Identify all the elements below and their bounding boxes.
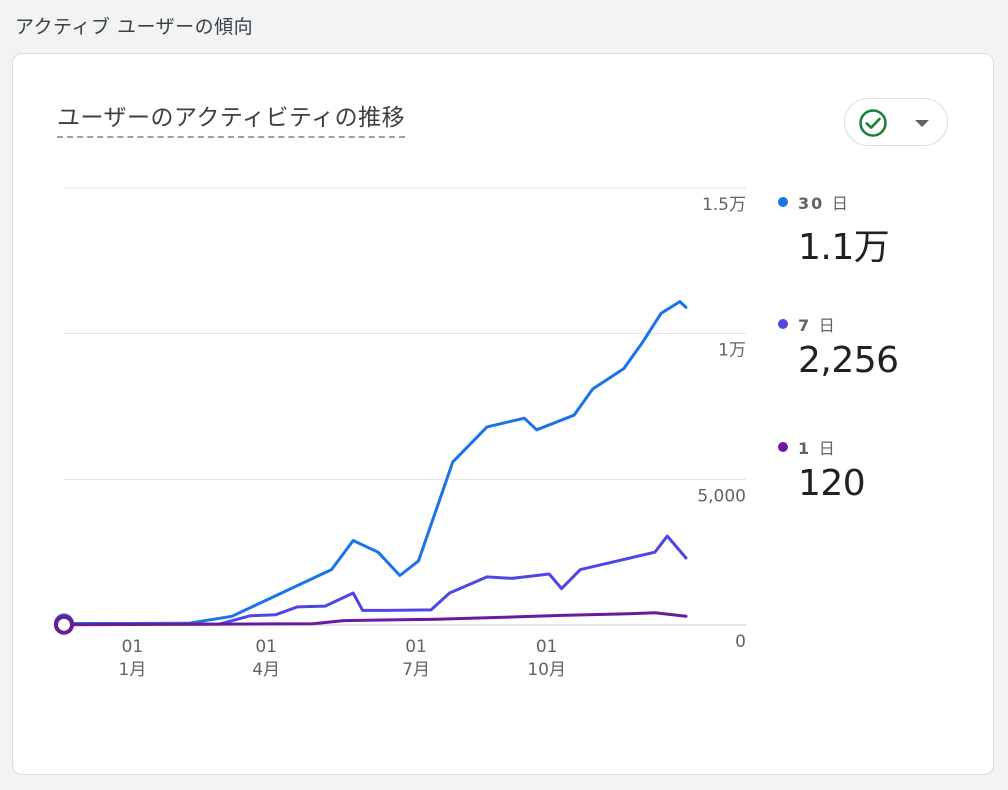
legend-label: 30 日: [798, 194, 850, 213]
section-title: アクティブ ユーザーの傾向: [15, 16, 254, 38]
series-line-1: [62, 534, 688, 626]
legend-dot: [778, 319, 788, 329]
legend-item-7-day: 7 日 2,256: [778, 312, 899, 381]
legend-label: 1 日: [798, 439, 837, 458]
user-activity-card: ユーザーのアクティビティの推移: [12, 53, 994, 775]
card-title[interactable]: ユーザーのアクティビティの推移: [57, 98, 406, 138]
legend-value: 1.1万: [798, 227, 890, 268]
legend-dot: [778, 197, 788, 207]
legend-item-1-day: 1 日 120: [778, 435, 866, 504]
y-tick-label: 0: [735, 632, 746, 652]
legend-item-30-day: 30 日 1.1万: [778, 190, 890, 270]
status-dropdown-button[interactable]: [844, 98, 948, 146]
x-tick-label: 01: [536, 637, 558, 657]
legend-dot: [778, 442, 788, 452]
x-tick-sublabel: 1月: [119, 660, 147, 680]
x-tick-sublabel: 4月: [252, 660, 280, 680]
legend-value: 120: [798, 463, 866, 504]
x-tick-sublabel: 7月: [402, 660, 430, 680]
legend-label: 7 日: [798, 316, 837, 335]
check-circle-icon: [859, 109, 887, 137]
y-tick-label: 1.5万: [702, 195, 746, 215]
x-tick-label: 01: [255, 637, 277, 657]
y-tick-label: 5,000: [697, 486, 746, 506]
y-tick-label: 1万: [718, 341, 746, 361]
caret-down-icon: [915, 120, 929, 127]
series-start-marker-2: [54, 614, 74, 635]
legend-value: 2,256: [798, 340, 899, 381]
x-tick-label: 01: [405, 637, 427, 657]
x-tick-label: 01: [122, 637, 144, 657]
series-line-2: [62, 611, 688, 627]
x-tick-sublabel: 10月: [527, 660, 566, 680]
series-line-0: [62, 300, 688, 625]
